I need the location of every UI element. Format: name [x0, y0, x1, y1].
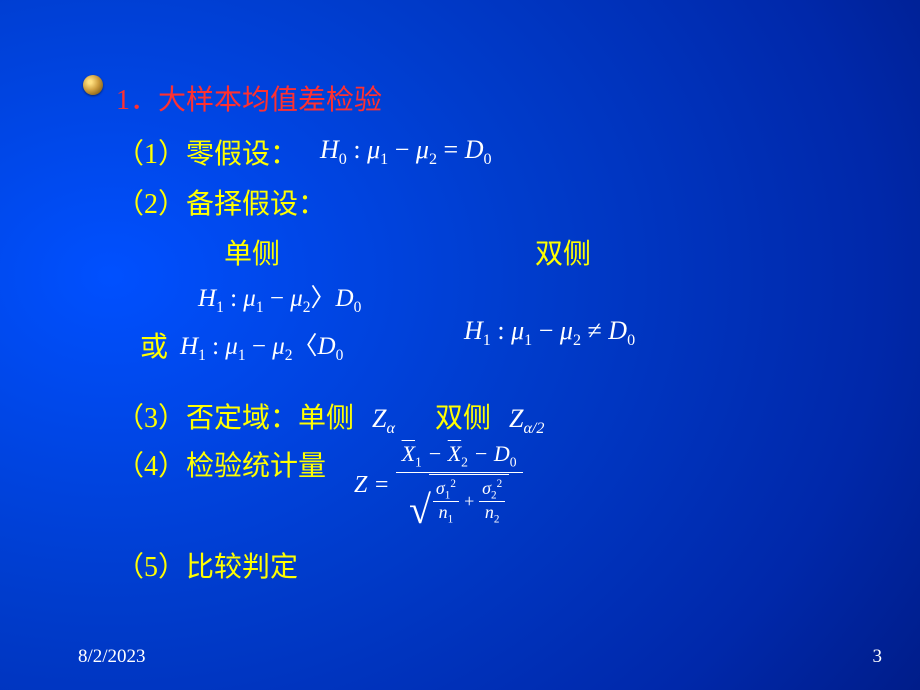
h1-neq: H1 : μ1 − μ2 ≠ D0 [464, 316, 635, 350]
item-4-row: （4）检验统计量 Z = X1 − X2 − D0 √ [116, 444, 876, 531]
z-alpha: Zα [372, 404, 395, 438]
item-2-label: （2）备择假设： [116, 182, 326, 222]
hypothesis-headers: 单侧 双侧 [224, 232, 876, 272]
two-sided-label: 双侧 [535, 232, 591, 272]
item-3-label: （3）否定域：单侧 [116, 396, 354, 436]
item-5-label: （5）比较判定 [116, 552, 298, 583]
item-1-math: H0 : μ1 − μ2 = D0 [320, 135, 492, 169]
item-3-two-sided: 双侧 [435, 396, 491, 436]
z-statistic: Z = X1 − X2 − D0 √ σ12 [354, 440, 523, 531]
item-3-row: （3）否定域：单侧 Zα 双侧 Zα/2 [116, 396, 876, 438]
one-sided-column: H1 : μ1 − μ2〉D0 或 H1 : μ1 − μ2〈D0 [198, 278, 361, 365]
h1-greater: H1 : μ1 − μ2〉D0 [198, 278, 361, 317]
z-fraction: X1 − X2 − D0 √ σ12 n1 [396, 440, 523, 531]
item-1-row: （1）零假设： H0 : μ1 − μ2 = D0 [116, 132, 876, 172]
slide-content: 1．大样本均值差检验 （1）零假设： H0 : μ1 − μ2 = D0 （2）… [116, 78, 876, 585]
or-row: 或 H1 : μ1 − μ2〈D0 [198, 325, 361, 365]
section-title: 1．大样本均值差检验 [116, 78, 876, 118]
or-label: 或 [140, 325, 168, 365]
bullet-icon [83, 75, 103, 95]
one-sided-label: 单侧 [224, 232, 280, 272]
h1-less: H1 : μ1 − μ2〈D0 [180, 326, 343, 365]
sqrt: √ σ12 n1 + σ22 n2 [409, 474, 509, 526]
footer-page-number: 3 [873, 646, 883, 668]
item-5-row: （5）比较判定 [116, 545, 876, 585]
item-2-row: （2）备择假设： [116, 182, 876, 222]
item-4-label: （4）检验统计量 [116, 444, 326, 484]
footer-date: 8/2/2023 [78, 646, 146, 668]
z-alpha-half: Zα/2 [509, 404, 544, 438]
item-1-label: （1）零假设： [116, 132, 298, 172]
hypothesis-block: H1 : μ1 − μ2〉D0 或 H1 : μ1 − μ2〈D0 H1 : μ… [116, 278, 876, 388]
